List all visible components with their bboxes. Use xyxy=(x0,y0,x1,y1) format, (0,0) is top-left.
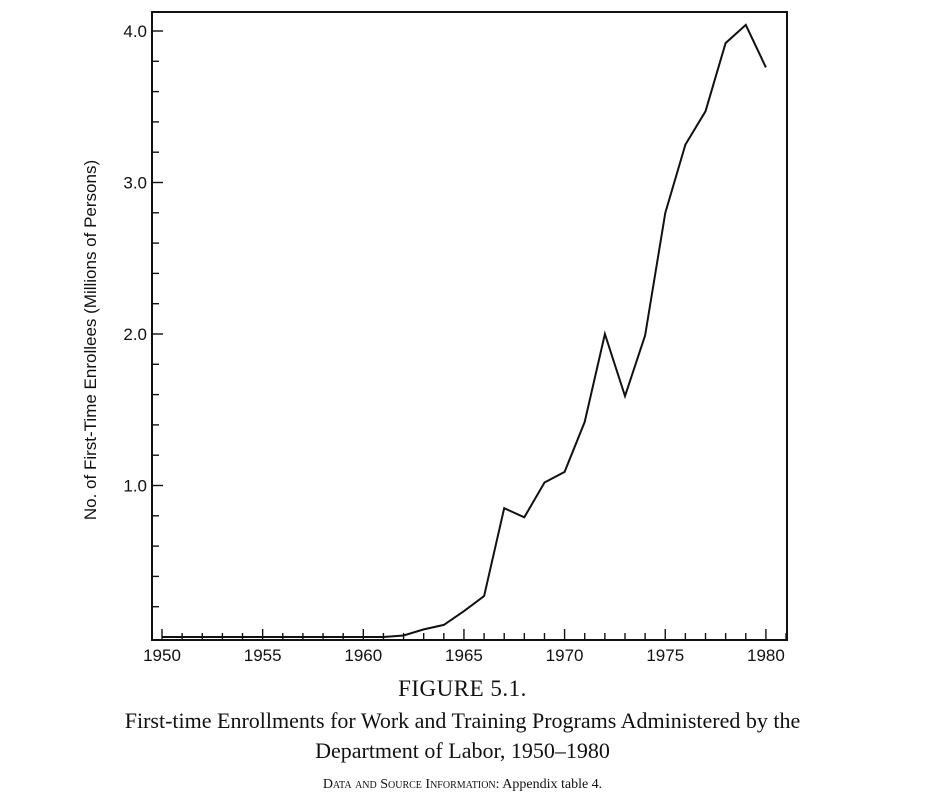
figure-number: FIGURE 5.1. xyxy=(398,676,527,701)
figure-title-line-2: Department of Labor, 1950–1980 xyxy=(315,738,610,763)
x-tick-label: 1980 xyxy=(747,646,785,665)
y-tick-label: 3.0 xyxy=(123,174,147,193)
x-tick-label: 1955 xyxy=(244,646,282,665)
y-tick-label: 1.0 xyxy=(123,477,147,496)
x-tick-label: 1970 xyxy=(546,646,584,665)
source-text: Appendix table 4. xyxy=(502,777,603,792)
figure-title-line-1: First-time Enrollments for Work and Trai… xyxy=(124,708,801,733)
x-axis: 1950 1955 1960 1965 1970 1975 1980 xyxy=(143,629,787,665)
x-tick-label: 1960 xyxy=(344,646,382,665)
source-note: Data and Source Information: Appendix ta… xyxy=(0,777,925,793)
x-tick-label: 1975 xyxy=(646,646,684,665)
y-axis-label: No. of First-Time Enrollees (Millions of… xyxy=(81,160,100,520)
y-tick-label: 2.0 xyxy=(123,325,147,344)
x-tick-label: 1950 xyxy=(143,646,181,665)
source-label: Data and Source Information: xyxy=(322,777,500,792)
y-tick-label: 4.0 xyxy=(123,22,147,41)
y-axis: 1.0 2.0 3.0 4.0 xyxy=(123,22,163,608)
plot-border xyxy=(151,11,788,641)
series-line xyxy=(162,23,767,638)
x-tick-label: 1965 xyxy=(445,646,483,665)
plot-frame xyxy=(151,11,788,641)
series-layer xyxy=(162,23,767,638)
figure-title: First-time Enrollments for Work and Trai… xyxy=(0,706,925,766)
